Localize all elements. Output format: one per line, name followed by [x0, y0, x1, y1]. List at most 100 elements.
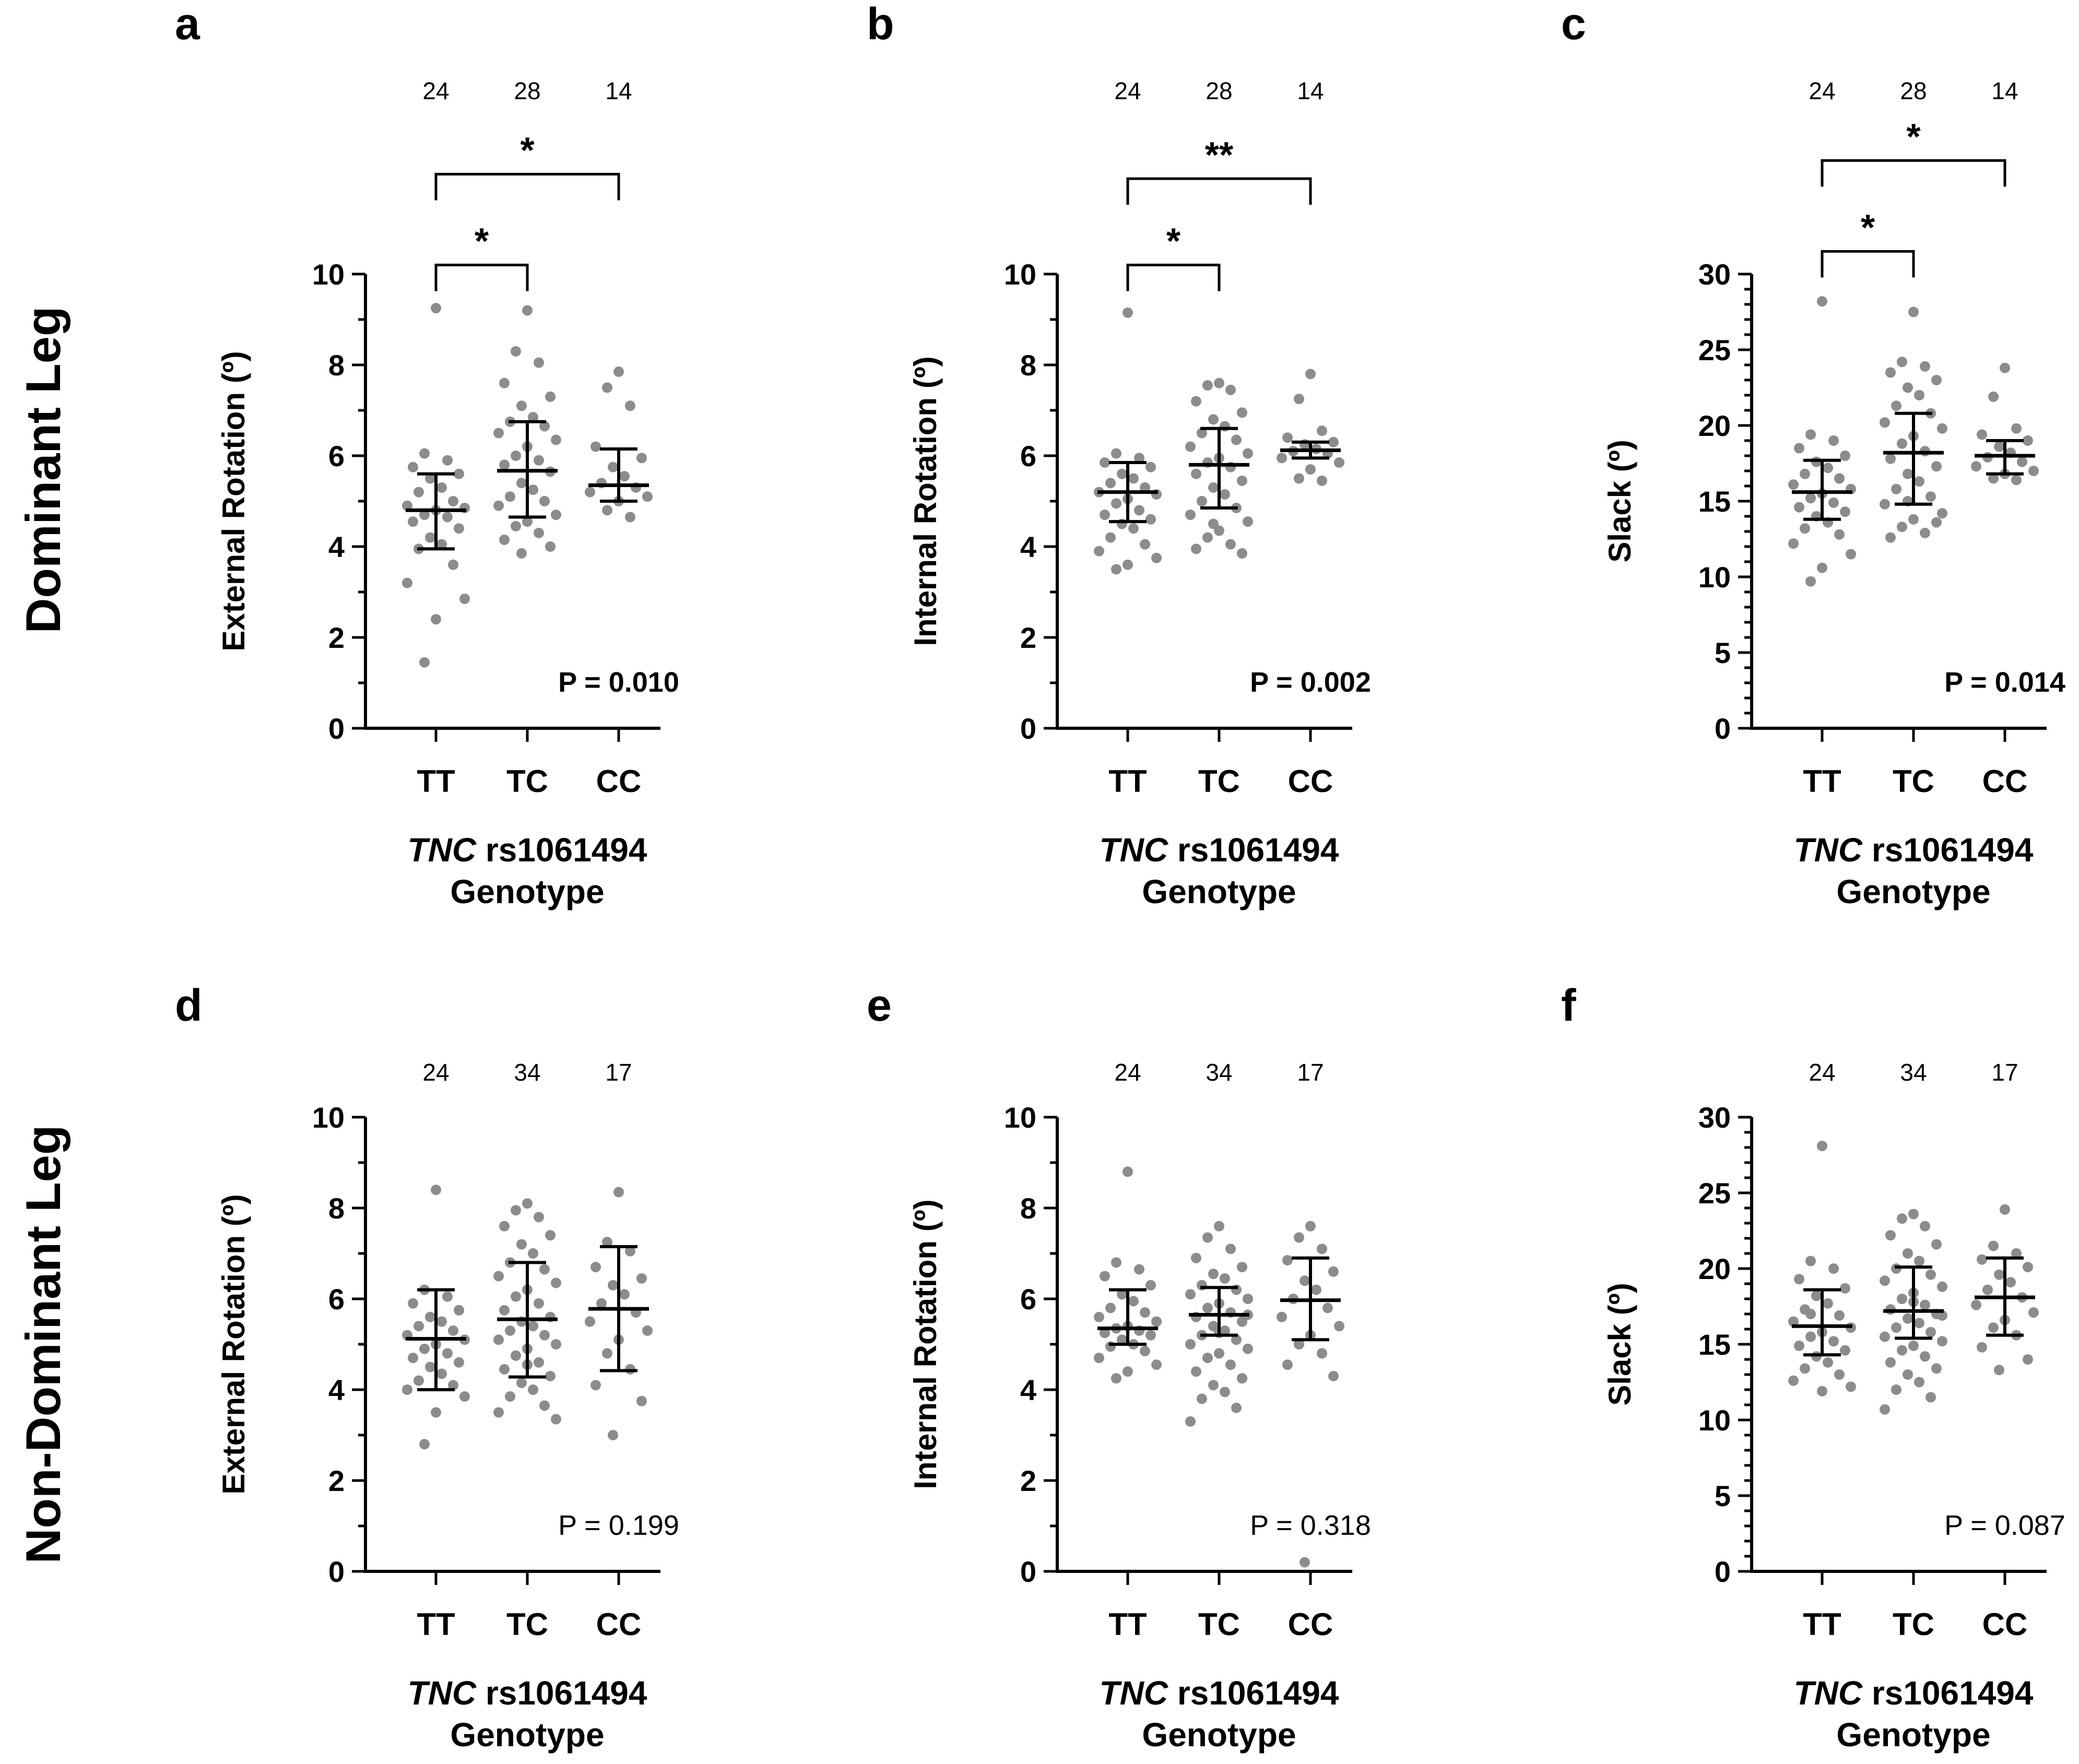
significance-bracket — [1126, 264, 1221, 291]
data-point-tt — [442, 1291, 453, 1302]
data-point-tc — [1920, 527, 1930, 538]
data-point-cc — [2023, 1354, 2033, 1365]
data-point-tc — [539, 496, 550, 506]
data-point-tt — [414, 1375, 424, 1386]
x-axis-title-snp: rs1061494 — [1168, 1674, 1339, 1712]
data-point-tt — [1794, 1340, 1804, 1351]
data-point-tc — [1891, 400, 1901, 411]
data-point-tt — [1128, 473, 1139, 484]
data-point-tt — [402, 1384, 412, 1395]
data-point-tt — [1805, 1256, 1816, 1266]
data-point-cc — [1294, 394, 1304, 405]
data-point-tc — [505, 491, 515, 502]
y-axis-title: Slack (º) — [1602, 440, 1637, 562]
data-point-tt — [414, 1321, 424, 1332]
data-point-tt — [1834, 529, 1845, 540]
data-point-tc — [1208, 1321, 1219, 1332]
data-point-tt — [1111, 1257, 1121, 1268]
group-n-label: 28 — [1900, 77, 1927, 104]
data-point-tc — [1243, 516, 1253, 527]
data-point-tt — [454, 468, 464, 479]
data-point-tc — [511, 346, 521, 357]
data-point-tc — [1937, 508, 1947, 519]
data-point-cc — [636, 1395, 647, 1406]
data-point-cc — [2005, 1277, 2016, 1288]
data-point-tc — [1931, 375, 1942, 385]
data-point-tt — [419, 657, 430, 668]
data-point-tc — [1191, 543, 1201, 554]
data-point-tt — [431, 303, 441, 314]
data-point-tt — [1128, 1296, 1139, 1307]
data-point-tt — [1117, 1334, 1127, 1345]
data-point-tt — [1151, 1316, 1162, 1327]
category-label: TT — [1108, 1607, 1147, 1642]
group-n-label: 34 — [514, 1059, 540, 1086]
data-point-tc — [499, 1305, 510, 1316]
group-n-label: 24 — [422, 77, 449, 104]
y-tick-label: 8 — [328, 1192, 345, 1225]
y-tick-label: 6 — [1020, 1283, 1036, 1316]
data-point-tt — [1145, 514, 1156, 525]
category-label: CC — [1288, 764, 1333, 799]
data-point-tt — [414, 487, 424, 498]
data-point-tc — [516, 400, 527, 411]
data-point-tc — [499, 377, 510, 388]
data-point-cc — [1294, 1339, 1304, 1349]
data-point-tc — [539, 1400, 550, 1411]
data-point-tt — [1817, 1386, 1827, 1396]
data-point-tt — [419, 448, 430, 459]
data-point-cc — [590, 1262, 601, 1273]
data-point-tt — [1151, 1359, 1162, 1370]
x-axis-title-gene: TNC — [1100, 1674, 1168, 1712]
data-point-tt — [442, 512, 453, 523]
data-point-tc — [516, 1377, 527, 1388]
data-point-tc — [1208, 1380, 1219, 1391]
data-point-tc — [522, 1198, 533, 1209]
data-point-tt — [1817, 296, 1827, 307]
y-tick-label: 6 — [1020, 440, 1036, 472]
data-point-tc — [1237, 407, 1247, 418]
data-point-cc — [1277, 1311, 1287, 1322]
data-point-cc — [2017, 456, 2027, 467]
group-n-label: 24 — [1114, 1059, 1141, 1086]
data-point-cc — [2028, 466, 2039, 476]
data-point-cc — [1328, 1370, 1339, 1381]
data-point-tc — [1202, 1232, 1213, 1243]
data-point-cc — [1994, 441, 2004, 452]
data-point-tt — [1817, 1141, 1827, 1152]
data-point-cc — [2011, 423, 2022, 434]
significance-stars: * — [520, 130, 535, 171]
x-axis-title-snp: rs1061494 — [476, 831, 647, 869]
data-point-tt — [1117, 468, 1127, 479]
data-point-tc — [551, 1339, 561, 1349]
data-point-tc — [539, 1264, 550, 1275]
x-axis-title-gene: TNC — [408, 831, 477, 869]
data-point-tt — [1834, 473, 1845, 484]
p-value-label: P = 0.014 — [1944, 667, 2065, 698]
data-point-tc — [1920, 1221, 1930, 1232]
data-point-tc — [1885, 453, 1896, 464]
p-value-label: P = 0.087 — [1944, 1510, 2065, 1541]
data-point-tc — [1926, 1269, 1936, 1280]
data-point-tc — [522, 516, 533, 527]
y-tick-label: 10 — [1004, 1101, 1036, 1134]
data-point-tc — [1243, 1294, 1253, 1304]
group-n-label: 34 — [1900, 1059, 1927, 1086]
data-point-cc — [602, 1237, 612, 1248]
data-point-tc — [534, 527, 544, 538]
data-point-cc — [2000, 1204, 2010, 1215]
data-point-cc — [613, 366, 624, 377]
x-axis-title-gene: TNC — [1794, 1674, 1863, 1712]
y-tick-label: 5 — [1715, 636, 1731, 669]
data-point-cc — [1317, 475, 1327, 486]
y-tick-label: 8 — [328, 349, 345, 382]
data-point-tt — [1134, 1264, 1144, 1275]
data-point-tt — [1828, 1336, 1839, 1347]
data-point-cc — [1994, 1365, 2004, 1376]
data-point-tt — [1794, 1274, 1804, 1285]
group-n-label: 14 — [1991, 77, 2018, 104]
x-axis-title-snp: rs1061494 — [1862, 1674, 2034, 1712]
data-point-tc — [1237, 1373, 1247, 1384]
